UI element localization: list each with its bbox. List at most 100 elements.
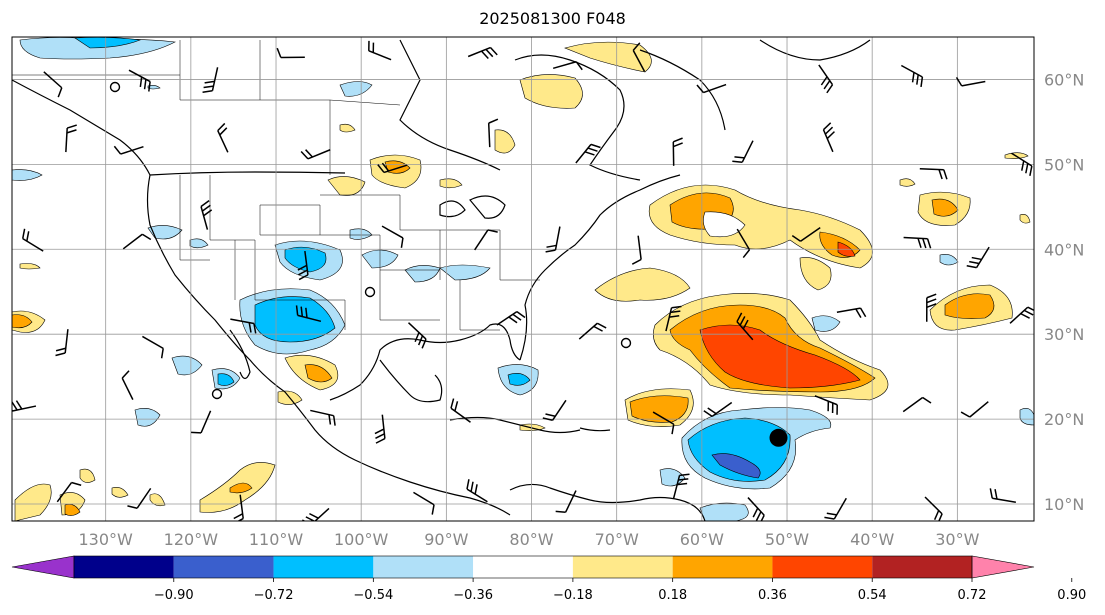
map-title: 2025081300 F048 (479, 9, 626, 28)
wind-barb-flag (15, 400, 23, 410)
wind-barb (961, 80, 986, 87)
colorbar: −0.90 −0.72 −0.54 −0.36 −0.18 0.18 0.36 0.54 0.7… (11, 555, 1086, 603)
wind-barb-flag (1021, 160, 1025, 171)
colorbar-tick-label: −0.72 (254, 588, 294, 603)
wind-barb-flag (431, 504, 435, 515)
wind-barb-flag (926, 298, 937, 304)
wind-barb-flag (971, 256, 982, 261)
wind-barb-flag (400, 237, 404, 248)
wind-barb-flag (512, 313, 522, 321)
wind-barb-flag (822, 122, 832, 131)
wind-barb (200, 410, 212, 434)
colorbar-segment (672, 556, 773, 578)
wind-barb-flag (555, 510, 566, 513)
wind-barb-flag (760, 514, 765, 521)
wind-barb (474, 229, 489, 251)
wind-barb-flag (417, 335, 424, 346)
wind-barb-flag (922, 396, 932, 404)
colorbar-segment (872, 556, 972, 578)
lat-label: 20°N (1044, 410, 1084, 429)
wind-barb-flag (933, 510, 940, 520)
wind-barb-flag (631, 258, 642, 265)
wind-barb-flag (1023, 309, 1034, 316)
wind-barb-flag (670, 310, 681, 314)
wind-barb-flag (143, 79, 147, 90)
negative-anomaly-shading (12, 37, 1034, 521)
wind-barb-flag (375, 437, 386, 444)
wind-barb-flag (204, 80, 215, 84)
wind-barb-flag (673, 137, 683, 143)
wind-barb-flag (545, 413, 556, 418)
wind-barb-flag (454, 401, 459, 412)
wind-barb-flag (823, 80, 831, 90)
wind-barb-flag (489, 47, 498, 56)
colorbar-segment (772, 556, 873, 578)
wind-barb-flag (791, 235, 801, 242)
wind-barb-flag (590, 143, 601, 149)
lon-label: 70°W (595, 530, 639, 549)
wind-barb-flag (859, 307, 867, 318)
wind-barb-flag (141, 233, 152, 241)
wind-barb-flag (12, 401, 18, 411)
colorbar-tick-label: 0.90 (1057, 588, 1086, 603)
wind-barb (314, 507, 330, 521)
wind-barb-flag (969, 260, 980, 265)
wind-barb-flag (485, 48, 494, 58)
wind-barb-flag (824, 126, 834, 135)
wind-barb-flag (671, 424, 675, 435)
wind-barb-flag (820, 76, 828, 86)
wind-barb-flag (421, 338, 427, 349)
wind-barb-flag (596, 322, 607, 329)
wind-barb-flag (587, 147, 598, 152)
lon-label: 30°W (935, 530, 979, 549)
colorbar-outline (73, 555, 973, 579)
wind-barb-flag (545, 249, 556, 253)
wind-barb-flag (298, 269, 308, 276)
wind-barb-flag (677, 482, 688, 486)
wind-barb-flag (305, 307, 308, 318)
wind-barb-flag (916, 74, 919, 85)
colorbar-arrow-low (11, 555, 75, 579)
lon-label: 120°W (164, 530, 219, 549)
colorbar-segment (373, 556, 474, 578)
wind-barb (564, 490, 577, 513)
wind-barb (703, 83, 727, 94)
wind-barb-flag (516, 311, 526, 319)
lon-label: 40°W (850, 530, 894, 549)
colorbar-tick-label: −0.36 (453, 588, 493, 603)
wind-barb-flag (381, 162, 390, 172)
lon-label: 60°W (680, 530, 724, 549)
wind-barb (142, 335, 164, 350)
wind-barb-flag (926, 293, 937, 299)
wind-barb-flag (994, 489, 998, 500)
wind-barb-flag (66, 129, 77, 134)
map-frame-bg (12, 37, 1034, 521)
wind-barb-flag (414, 332, 420, 343)
wind-barb-flag (55, 347, 66, 352)
colorbar-tick-label: 0.72 (958, 588, 987, 603)
wind-barb (800, 226, 821, 242)
wind-barb-flag (1020, 312, 1030, 319)
wind-barb-flag (542, 417, 553, 422)
colorbar-tick-label: −0.90 (154, 588, 194, 603)
map-frame (11, 36, 1035, 522)
wind-barb-flag (297, 264, 308, 271)
wind-barb-flag (233, 513, 243, 520)
lat-label: 30°N (1044, 325, 1084, 344)
lat-label: 40°N (1044, 240, 1084, 259)
wind-barb-flag (200, 199, 210, 208)
wind-barb (652, 411, 675, 425)
colorbar-segment (572, 556, 673, 578)
wind-barb-flag (943, 169, 948, 180)
wind-barb (902, 396, 924, 413)
wind-barb-flag (309, 512, 319, 519)
wind-barb-flag (217, 122, 226, 132)
wind-barb-flag (926, 238, 932, 249)
lat-label: 60°N (1044, 70, 1084, 89)
wind-barb-flag (377, 164, 385, 173)
wind-barb (136, 487, 152, 509)
wind-barb-flag (755, 511, 762, 521)
wind-barb-flag (696, 84, 705, 94)
lon-label: 50°W (765, 530, 809, 549)
wind-barb-flag (139, 76, 143, 88)
